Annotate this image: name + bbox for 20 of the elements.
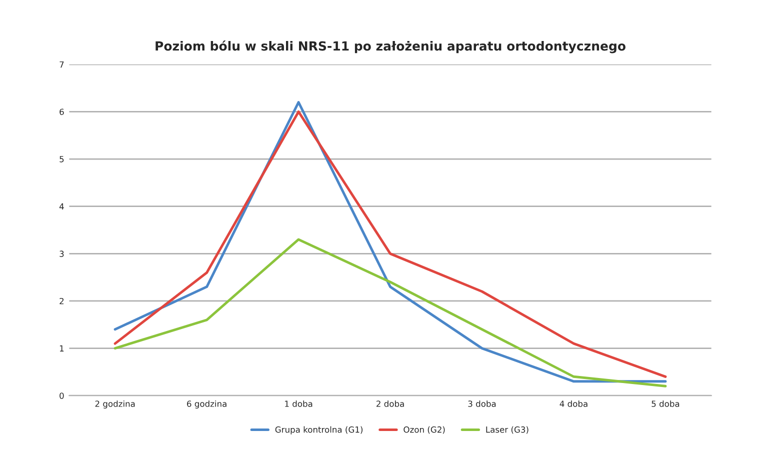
y-tick-label: 0 xyxy=(60,392,64,399)
y-tick-label: 1 xyxy=(60,345,64,352)
x-tick-label: 2 doba xyxy=(376,400,404,407)
x-tick-label: 3 doba xyxy=(468,400,496,407)
chart-title: Poziom bólu w skali NRS-11 po założeniu aparatu ortodontycznego xyxy=(156,40,626,54)
y-tick-label: 3 xyxy=(60,250,64,257)
line-series xyxy=(114,238,667,388)
x-tick-label: 2 godzina xyxy=(95,400,135,409)
y-tick-label: 7 xyxy=(60,61,64,68)
x-tick-label: 6 godzina xyxy=(187,400,226,409)
legend-label: Grupa kontrolna (G1) xyxy=(275,426,362,434)
legend-label: Laser (G3) xyxy=(486,426,528,434)
x-tick-label: 5 doba xyxy=(652,400,680,407)
legend-label: Ozon (G2) xyxy=(404,426,445,434)
x-tick-label: 1 doba xyxy=(285,400,312,407)
y-tick-label: 2 xyxy=(60,298,64,304)
y-tick-label: 4 xyxy=(59,203,64,210)
y-tick-label: 6 xyxy=(60,108,64,115)
x-tick-label: 4 doba xyxy=(560,400,588,407)
y-tick-label: 5 xyxy=(60,156,64,162)
